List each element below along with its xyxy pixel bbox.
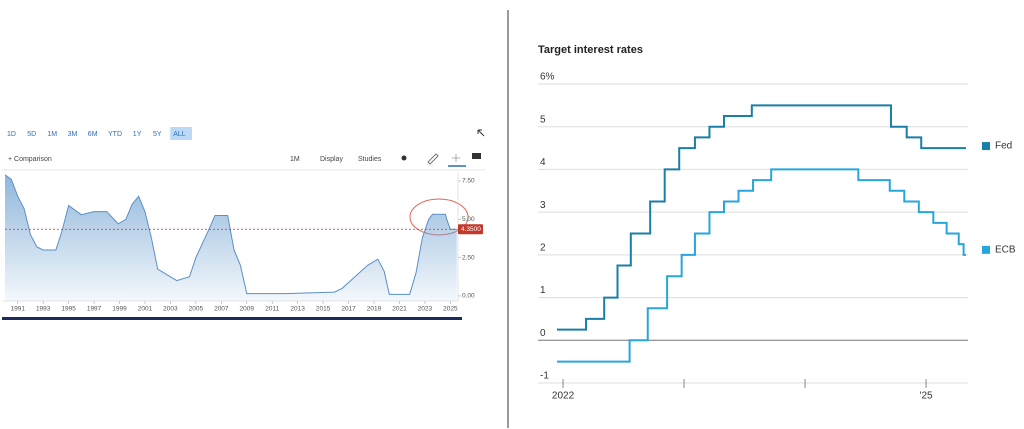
legend-label: ECB bbox=[995, 244, 1016, 255]
x-tick-label: '25 bbox=[920, 391, 933, 402]
y-tick-label: 4 bbox=[540, 157, 546, 168]
value-badge-label: 4.3500 bbox=[461, 226, 481, 233]
y-tick-label: -1 bbox=[540, 371, 549, 382]
crosshair-icon[interactable] bbox=[452, 154, 460, 162]
range-button[interactable]: 5Y bbox=[153, 131, 162, 138]
value-badge bbox=[458, 224, 483, 235]
legend-label: Fed bbox=[995, 141, 1012, 152]
line bbox=[4, 174, 457, 295]
x-tick-label: 1995 bbox=[61, 306, 76, 313]
display-button[interactable]: Display bbox=[320, 156, 343, 163]
chart-bottom-bar bbox=[2, 317, 462, 320]
x-tick-label: 2007 bbox=[214, 306, 229, 313]
range-button[interactable]: 3M bbox=[68, 131, 78, 138]
legend-swatch bbox=[982, 245, 990, 254]
x-tick-label: 1991 bbox=[10, 306, 25, 313]
x-tick-label: 2001 bbox=[138, 306, 153, 313]
x-tick-label: 2003 bbox=[163, 306, 178, 313]
y-tick-label: 5.00 bbox=[462, 216, 475, 223]
y-tick-label: 0.00 bbox=[462, 293, 475, 300]
x-tick-label: 2019 bbox=[367, 306, 382, 313]
range-button[interactable]: 1D bbox=[7, 131, 16, 138]
y-tick-label: 3 bbox=[540, 200, 546, 211]
range-button[interactable]: 5D bbox=[27, 131, 36, 138]
range-button[interactable]: 6M bbox=[88, 131, 98, 138]
y-tick-label: 2.50 bbox=[462, 254, 475, 261]
x-tick-label: 2017 bbox=[341, 306, 356, 313]
x-tick-label: 1997 bbox=[87, 306, 102, 313]
x-tick-label: 2023 bbox=[418, 306, 433, 313]
range-button[interactable]: YTD bbox=[108, 131, 122, 138]
x-tick-label: 2005 bbox=[189, 306, 204, 313]
y-tick-label: 1 bbox=[540, 285, 546, 296]
x-tick-label: 2025 bbox=[443, 306, 458, 313]
x-tick-label: 2009 bbox=[240, 306, 255, 313]
step-line bbox=[557, 104, 966, 331]
comment-icon[interactable] bbox=[472, 153, 481, 159]
y-tick-label: 5 bbox=[540, 114, 546, 125]
x-tick-label: 2015 bbox=[316, 306, 331, 313]
y-tick-label: 2 bbox=[540, 242, 546, 253]
step-line bbox=[557, 168, 966, 363]
x-tick-label: 2013 bbox=[290, 306, 305, 313]
studies-button[interactable]: Studies bbox=[358, 156, 382, 163]
x-tick-label: 1993 bbox=[36, 306, 51, 313]
area bbox=[5, 174, 457, 301]
comparison-button[interactable]: + Comparison bbox=[8, 156, 52, 163]
range-active bbox=[170, 127, 192, 140]
collapse-icon[interactable] bbox=[477, 129, 485, 137]
x-tick-label: 2011 bbox=[265, 306, 279, 313]
legend-swatch bbox=[982, 142, 990, 151]
y-tick-label: 0 bbox=[540, 328, 546, 339]
y-tick-label: 7.50 bbox=[462, 178, 475, 185]
range-button[interactable]: 1M bbox=[47, 131, 57, 138]
interval-button[interactable]: 1M bbox=[290, 156, 300, 163]
settings-icon[interactable] bbox=[401, 155, 407, 161]
x-tick-label: 2021 bbox=[392, 306, 407, 313]
x-tick-label: 2022 bbox=[552, 391, 575, 402]
chart-title: Target interest rates bbox=[538, 44, 643, 56]
range-button[interactable]: 1Y bbox=[133, 131, 142, 138]
range-button[interactable]: ALL bbox=[173, 131, 186, 138]
x-tick-label: 1999 bbox=[112, 306, 127, 313]
draw-icon[interactable] bbox=[427, 153, 439, 165]
y-tick-label: 6% bbox=[540, 72, 555, 83]
